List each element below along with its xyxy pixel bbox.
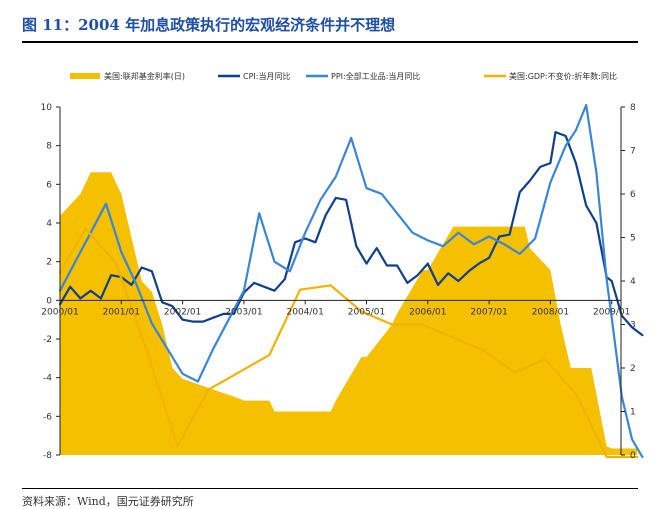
right-tick-label: 8 bbox=[630, 103, 636, 113]
left-tick-label: 6 bbox=[46, 180, 52, 190]
x-tick-label: 2001/01 bbox=[103, 307, 140, 317]
source-rule bbox=[22, 488, 638, 489]
x-tick-label: 2006/01 bbox=[409, 307, 446, 317]
x-tick-label: 2000/01 bbox=[41, 307, 78, 317]
left-tick-label: -2 bbox=[43, 335, 52, 345]
right-tick-label: 4 bbox=[630, 277, 636, 287]
area-layer bbox=[60, 172, 638, 456]
right-tick-label: 1 bbox=[630, 408, 636, 418]
left-tick-label: -8 bbox=[43, 451, 52, 461]
source-note: 资料来源：Wind，国元证券研究所 bbox=[22, 495, 194, 508]
series-2-line bbox=[58, 104, 644, 459]
x-tick-label: 2005/01 bbox=[348, 307, 385, 317]
right-tick-label: 5 bbox=[630, 234, 636, 244]
x-tick-label: 2003/01 bbox=[225, 307, 262, 317]
left-tick-label: 8 bbox=[46, 142, 52, 152]
legend-label-1: CPI:当月同比 bbox=[243, 71, 290, 81]
left-tick-label: 10 bbox=[41, 103, 53, 113]
left-tick-label: -4 bbox=[43, 374, 52, 384]
legend-label-3: 美国:GDP:不变价:折年数:同比 bbox=[509, 71, 617, 81]
right-tick-label: 2 bbox=[630, 364, 636, 374]
x-tick-label: 2007/01 bbox=[470, 307, 507, 317]
left-tick-label: 4 bbox=[46, 219, 52, 229]
series-3-line bbox=[58, 227, 639, 459]
left-tick-label: -6 bbox=[43, 412, 52, 422]
x-tick-label: 2002/01 bbox=[164, 307, 201, 317]
left-tick-label: 2 bbox=[46, 258, 52, 268]
x-tick-label: 2004/01 bbox=[287, 307, 324, 317]
right-tick-label: 0 bbox=[630, 451, 636, 461]
x-tick-label: 2009/01 bbox=[593, 307, 630, 317]
right-tick-label: 7 bbox=[630, 147, 636, 157]
lines-layer bbox=[58, 104, 644, 459]
x-tick-label: 2008/01 bbox=[532, 307, 569, 317]
legend: 美国:联邦基金利率(日) CPI:当月同比 PPI:全部工业品:当月同比 美国:GDP… bbox=[70, 71, 617, 81]
legend-swatch-0 bbox=[70, 73, 100, 79]
figure-title: 图 11：2004 年加息政策执行的宏观经济条件并不理想 bbox=[22, 16, 396, 34]
title-rule bbox=[22, 41, 638, 43]
legend-label-2: PPI:全部工业品:当月同比 bbox=[331, 71, 420, 81]
legend-label-0: 美国:联邦基金利率(日) bbox=[104, 71, 185, 81]
series-1-line bbox=[58, 131, 644, 337]
right-tick-label: 3 bbox=[630, 321, 636, 331]
series-0-fed-funds-area bbox=[60, 172, 638, 456]
right-tick-label: 6 bbox=[630, 190, 636, 200]
left-tick-label: 0 bbox=[46, 296, 52, 306]
